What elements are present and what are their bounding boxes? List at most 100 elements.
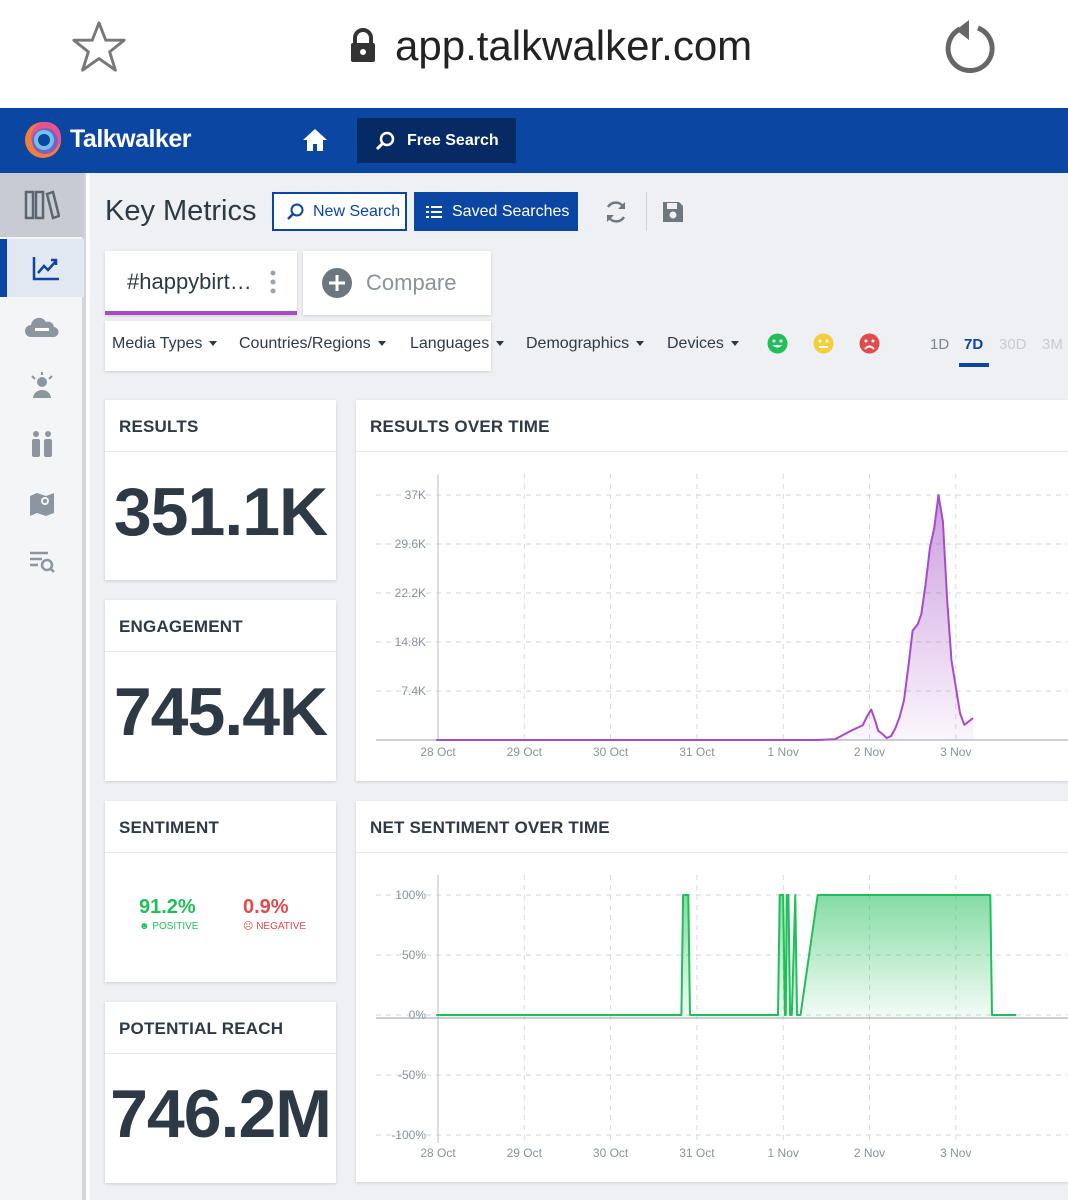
- sidebar-item-key-metrics[interactable]: [0, 239, 84, 297]
- filter-languages-label: Languages: [410, 335, 490, 352]
- filter-devices-label: Devices: [667, 335, 724, 352]
- y-tick-label: 29.6K: [395, 537, 426, 551]
- search-icon: [287, 203, 304, 220]
- sidebar-item-library[interactable]: [0, 173, 84, 237]
- plus-circle-icon: [322, 268, 352, 298]
- x-tick-label: 1 Nov: [768, 745, 799, 759]
- sentiment-title: SENTIMENT: [119, 818, 220, 837]
- net-sentiment-over-time-chart[interactable]: 100% 50% 0% -50% -100% 28 Oct 29 Oct 30 Oct 31 O…: [356, 853, 1068, 1182]
- sentiment-card: SENTIMENT 91.2% ☻ POSITIVE 0.9% ☹ NEGATI…: [105, 801, 336, 982]
- x-tick-label: 3 Nov: [940, 745, 971, 759]
- caret-down-icon: [209, 341, 218, 347]
- card-divider: [105, 852, 336, 853]
- y-tick-label: 22.2K: [395, 586, 426, 600]
- x-tick-label: 29 Oct: [507, 1146, 543, 1160]
- x-tick-label: 30 Oct: [593, 745, 629, 759]
- sidebar-item-influencers[interactable]: [0, 357, 84, 415]
- negative-face-icon[interactable]: [859, 333, 880, 354]
- lock-icon: [351, 28, 375, 62]
- series-area: [436, 495, 974, 740]
- series-area: [436, 895, 1017, 1018]
- y-tick-label: 50%: [402, 948, 426, 962]
- bookmark-star-icon[interactable]: [70, 18, 128, 76]
- results-over-time-chart[interactable]: 7.4K 14.8K 22.2K 29.6K 37K 28 Oct 29 Oct 30 Oct…: [356, 452, 1068, 781]
- browser-bar: app.talkwalker.com: [0, 0, 1068, 108]
- filter-demographics-label: Demographics: [526, 335, 630, 352]
- more-vertical-icon[interactable]: [269, 269, 277, 295]
- talkwalker-logo-icon[interactable]: [22, 119, 64, 161]
- page-title: Key Metrics: [105, 195, 257, 227]
- series-line: [436, 894, 1017, 1016]
- active-range-indicator: [959, 363, 989, 367]
- neutral-face-icon[interactable]: [813, 333, 834, 354]
- range-7d[interactable]: 7D: [964, 336, 984, 353]
- y-tick-label: 0%: [409, 1008, 427, 1022]
- sidebar: [0, 173, 86, 1200]
- free-search-button[interactable]: Free Search: [357, 118, 516, 163]
- sidebar-item-demographics[interactable]: [0, 415, 84, 473]
- search-icon: [375, 131, 395, 150]
- home-icon[interactable]: [302, 128, 328, 152]
- x-tick-label: 1 Nov: [768, 1146, 799, 1160]
- library-icon: [24, 190, 60, 220]
- filter-countries-label: Countries/Regions: [239, 335, 371, 352]
- reload-icon[interactable]: [938, 16, 1002, 80]
- toolbar-divider: [646, 192, 647, 231]
- results-over-time-title: RESULTS OVER TIME: [370, 417, 550, 436]
- positive-sentiment-value: 91.2%: [139, 896, 196, 918]
- query-label: #happybirt…: [127, 269, 252, 294]
- filter-languages[interactable]: Languages: [410, 335, 505, 353]
- cloud-icon: [25, 317, 59, 338]
- filter-countries-regions[interactable]: Countries/Regions: [239, 335, 386, 353]
- query-tab[interactable]: #happybirt…: [105, 251, 297, 315]
- compare-button[interactable]: Compare: [303, 251, 491, 315]
- sidebar-item-results[interactable]: [0, 533, 84, 591]
- card-divider: [356, 852, 1068, 853]
- saved-searches-label: Saved Searches: [452, 202, 570, 220]
- range-3m[interactable]: 3M: [1042, 336, 1063, 353]
- x-tick-label: 31 Oct: [679, 1146, 715, 1160]
- net-sentiment-over-time-card: NET SENTIMENT OVER TIME 100% 50% 0% -50% -10…: [356, 801, 1068, 1182]
- x-tick-label: 31 Oct: [679, 745, 715, 759]
- brand-name[interactable]: Talkwalker: [70, 125, 192, 153]
- y-tick-label: -100%: [391, 1128, 426, 1142]
- free-search-label: Free Search: [407, 131, 499, 149]
- x-tick-label: 3 Nov: [940, 1146, 971, 1160]
- card-divider: [105, 451, 336, 452]
- positive-sentiment-label: ☻ POSITIVE: [139, 921, 199, 932]
- caret-down-icon: [730, 341, 739, 347]
- filter-devices[interactable]: Devices: [667, 335, 739, 353]
- x-tick-label: 28 Oct: [420, 1146, 456, 1160]
- x-tick-label: 2 Nov: [854, 1146, 885, 1160]
- sidebar-item-themes[interactable]: [0, 299, 84, 357]
- y-tick-label: 100%: [395, 888, 426, 902]
- influencer-icon: [31, 372, 53, 398]
- sidebar-item-map[interactable]: [0, 475, 84, 533]
- save-icon[interactable]: [661, 200, 685, 224]
- negative-sentiment-label: ☹ NEGATIVE: [243, 921, 307, 932]
- caret-down-icon: [636, 341, 645, 347]
- compare-label: Compare: [366, 270, 457, 295]
- net-sentiment-title: NET SENTIMENT OVER TIME: [370, 818, 610, 837]
- x-tick-label: 2 Nov: [854, 745, 885, 759]
- map-icon: [30, 493, 54, 516]
- url-bar[interactable]: app.talkwalker.com: [395, 22, 753, 69]
- y-tick-label: -50%: [398, 1068, 426, 1082]
- range-30d[interactable]: 30D: [999, 336, 1027, 353]
- saved-searches-button[interactable]: Saved Searches: [414, 192, 578, 231]
- filter-demographics[interactable]: Demographics: [526, 335, 645, 353]
- positive-face-icon[interactable]: [767, 333, 788, 354]
- filter-media-types[interactable]: Media Types: [112, 335, 218, 353]
- list-search-icon: [30, 551, 55, 573]
- range-1d[interactable]: 1D: [930, 336, 950, 353]
- filters-panel: [105, 321, 491, 371]
- results-title: RESULTS: [119, 417, 199, 436]
- reach-value: 746.2M: [110, 1076, 332, 1152]
- negative-label-text: NEGATIVE: [256, 921, 307, 932]
- negative-sentiment-value: 0.9%: [243, 896, 289, 918]
- refresh-icon[interactable]: [603, 199, 629, 225]
- main-content: Key Metrics New Search Saved Searches #h…: [90, 173, 1068, 1200]
- reach-title: POTENTIAL REACH: [119, 1019, 284, 1038]
- new-search-button[interactable]: New Search: [272, 192, 407, 231]
- y-tick-label: 14.8K: [395, 635, 426, 649]
